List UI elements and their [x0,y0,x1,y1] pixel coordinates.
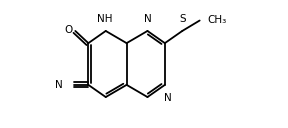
Text: NH: NH [97,14,113,24]
Text: CH₃: CH₃ [207,15,227,25]
Text: N: N [55,80,63,90]
Text: N: N [144,14,151,24]
Text: N: N [164,93,172,103]
Text: S: S [179,14,186,24]
Text: O: O [64,25,72,35]
